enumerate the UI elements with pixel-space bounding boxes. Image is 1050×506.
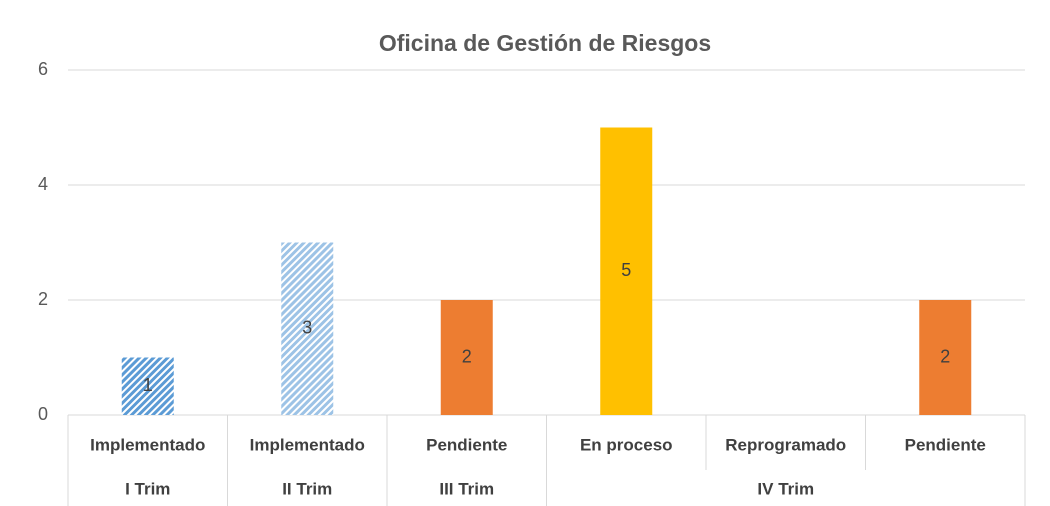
bar: [600, 127, 653, 415]
bar: [919, 300, 972, 415]
x-tick-label: Pendiente: [905, 435, 986, 454]
group-label: III Trim: [439, 479, 494, 498]
data-label: 2: [462, 346, 472, 366]
data-label: 3: [302, 318, 312, 338]
x-tick-label: Implementado: [250, 435, 365, 454]
x-tick-label: Pendiente: [426, 435, 507, 454]
bar: [281, 242, 334, 415]
y-tick-label: 4: [38, 174, 48, 194]
x-tick-label: Reprogramado: [725, 435, 846, 454]
y-tick-label: 0: [38, 404, 48, 424]
data-label: 5: [621, 260, 631, 280]
chart-title: Oficina de Gestión de Riesgos: [379, 30, 711, 56]
bar: [440, 300, 493, 415]
data-label: 1: [143, 375, 153, 395]
y-tick-label: 6: [38, 59, 48, 79]
group-label: IV Trim: [757, 479, 814, 498]
group-label: I Trim: [125, 479, 170, 498]
data-label: 2: [940, 346, 950, 366]
x-tick-label: En proceso: [580, 435, 673, 454]
group-label: II Trim: [282, 479, 332, 498]
bar: [121, 357, 174, 415]
y-tick-label: 2: [38, 289, 48, 309]
x-tick-label: Implementado: [90, 435, 205, 454]
